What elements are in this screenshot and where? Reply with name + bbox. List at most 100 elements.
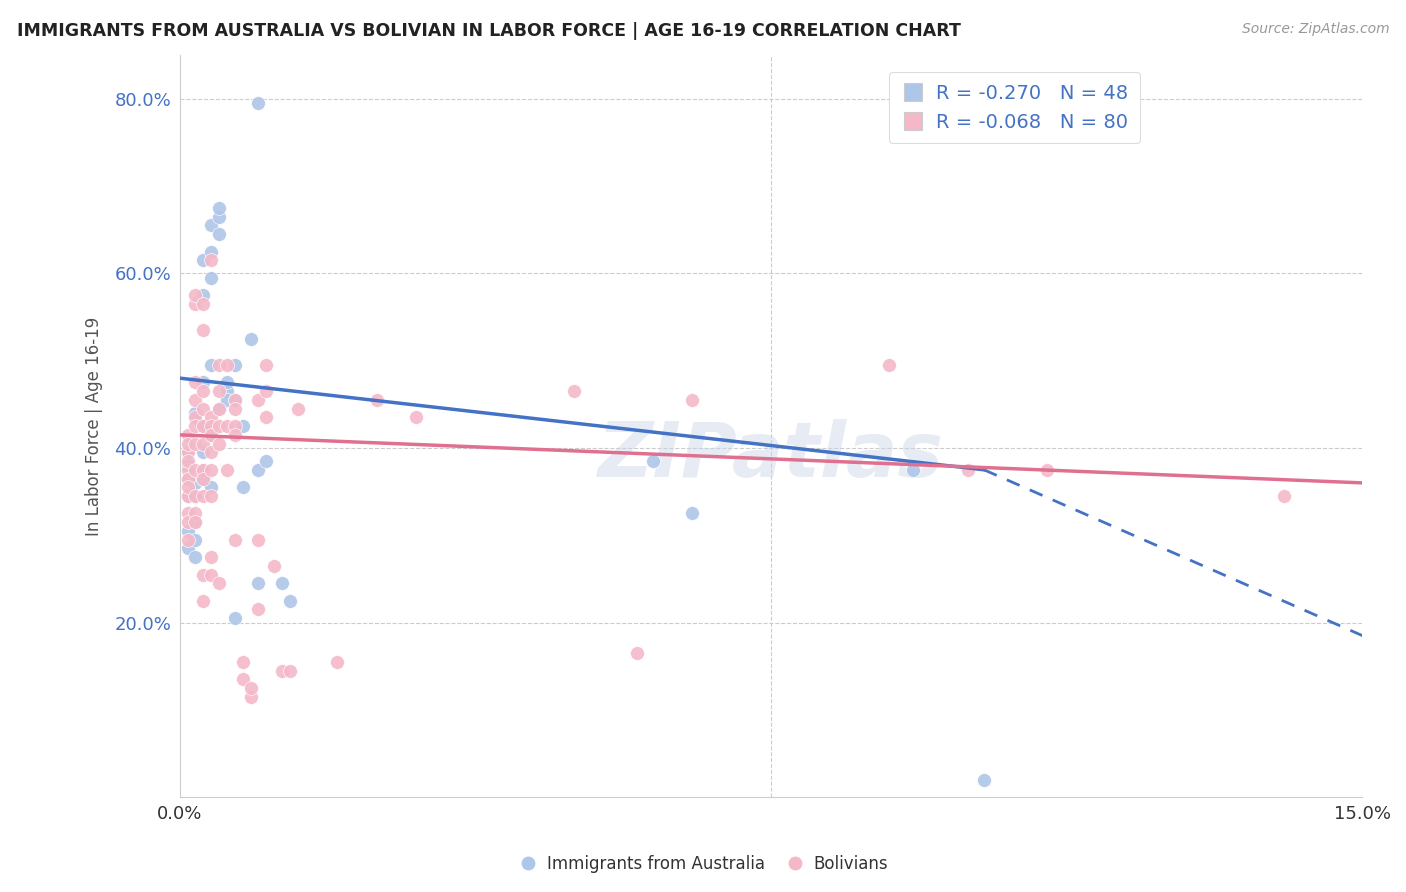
Point bbox=[215, 384, 238, 399]
Point bbox=[208, 201, 231, 215]
Point bbox=[176, 463, 198, 477]
Point bbox=[184, 507, 207, 521]
Point bbox=[176, 428, 198, 442]
Point bbox=[405, 410, 427, 425]
Point bbox=[176, 524, 198, 538]
Point bbox=[176, 541, 198, 556]
Point bbox=[193, 445, 215, 459]
Point bbox=[254, 410, 277, 425]
Point bbox=[200, 253, 222, 268]
Point bbox=[263, 558, 285, 573]
Point bbox=[176, 489, 198, 503]
Point bbox=[176, 445, 198, 459]
Point bbox=[957, 463, 980, 477]
Point bbox=[232, 655, 254, 669]
Point bbox=[193, 419, 215, 434]
Point bbox=[176, 515, 198, 529]
Point bbox=[254, 358, 277, 372]
Point bbox=[176, 507, 198, 521]
Point bbox=[224, 401, 246, 416]
Point bbox=[184, 436, 207, 450]
Point bbox=[193, 489, 215, 503]
Point bbox=[176, 436, 198, 450]
Point bbox=[271, 664, 294, 678]
Point bbox=[184, 533, 207, 547]
Point bbox=[200, 244, 222, 259]
Point bbox=[176, 489, 198, 503]
Point bbox=[193, 436, 215, 450]
Point bbox=[193, 463, 215, 477]
Point bbox=[193, 384, 215, 399]
Point bbox=[215, 392, 238, 407]
Point bbox=[224, 358, 246, 372]
Point bbox=[200, 270, 222, 285]
Point bbox=[193, 297, 215, 311]
Y-axis label: In Labor Force | Age 16-19: In Labor Force | Age 16-19 bbox=[86, 317, 103, 536]
Point bbox=[193, 593, 215, 607]
Point bbox=[224, 392, 246, 407]
Point bbox=[681, 507, 703, 521]
Point bbox=[208, 576, 231, 591]
Point bbox=[193, 471, 215, 485]
Point bbox=[193, 419, 215, 434]
Point bbox=[200, 428, 222, 442]
Point bbox=[200, 550, 222, 565]
Point bbox=[641, 454, 664, 468]
Point bbox=[1272, 489, 1295, 503]
Point bbox=[200, 445, 222, 459]
Point bbox=[626, 646, 648, 660]
Point bbox=[184, 515, 207, 529]
Point bbox=[208, 210, 231, 224]
Point bbox=[215, 419, 238, 434]
Point bbox=[224, 392, 246, 407]
Point bbox=[193, 471, 215, 485]
Point bbox=[239, 332, 262, 346]
Point bbox=[176, 471, 198, 485]
Point bbox=[176, 445, 198, 459]
Point bbox=[184, 463, 207, 477]
Point bbox=[176, 471, 198, 485]
Point bbox=[224, 611, 246, 625]
Point bbox=[184, 419, 207, 434]
Point bbox=[208, 401, 231, 416]
Point bbox=[208, 227, 231, 241]
Point bbox=[239, 690, 262, 704]
Point bbox=[208, 419, 231, 434]
Point bbox=[254, 454, 277, 468]
Point bbox=[208, 401, 231, 416]
Point bbox=[193, 323, 215, 337]
Point bbox=[200, 567, 222, 582]
Point bbox=[562, 384, 585, 399]
Point bbox=[247, 463, 270, 477]
Point bbox=[287, 401, 309, 416]
Point bbox=[176, 458, 198, 473]
Point bbox=[200, 480, 222, 494]
Point bbox=[247, 602, 270, 616]
Point bbox=[200, 489, 222, 503]
Point bbox=[247, 576, 270, 591]
Point bbox=[232, 419, 254, 434]
Point bbox=[901, 463, 924, 477]
Point bbox=[326, 655, 349, 669]
Point bbox=[184, 297, 207, 311]
Point bbox=[200, 463, 222, 477]
Point bbox=[200, 428, 222, 442]
Point bbox=[271, 576, 294, 591]
Point bbox=[176, 454, 198, 468]
Point bbox=[681, 392, 703, 407]
Point bbox=[247, 392, 270, 407]
Point bbox=[200, 419, 222, 434]
Point bbox=[208, 436, 231, 450]
Point bbox=[184, 550, 207, 565]
Point bbox=[879, 358, 901, 372]
Point bbox=[239, 681, 262, 695]
Point bbox=[193, 567, 215, 582]
Point bbox=[208, 384, 231, 399]
Point bbox=[224, 428, 246, 442]
Point bbox=[232, 480, 254, 494]
Point bbox=[184, 475, 207, 490]
Point bbox=[193, 401, 215, 416]
Text: IMMIGRANTS FROM AUSTRALIA VS BOLIVIAN IN LABOR FORCE | AGE 16-19 CORRELATION CHA: IMMIGRANTS FROM AUSTRALIA VS BOLIVIAN IN… bbox=[17, 22, 960, 40]
Point bbox=[184, 489, 207, 503]
Point bbox=[184, 489, 207, 503]
